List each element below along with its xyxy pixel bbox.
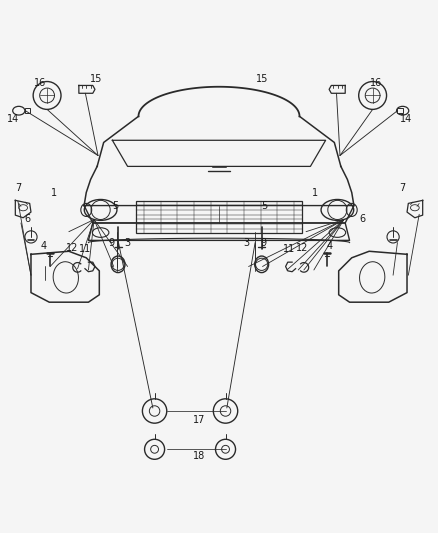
Text: 17: 17 (193, 415, 205, 425)
Text: 3: 3 (243, 238, 249, 247)
Text: 16: 16 (371, 78, 383, 88)
Text: 7: 7 (15, 183, 21, 193)
Text: 16: 16 (34, 78, 46, 88)
Text: 4: 4 (327, 240, 333, 251)
Text: 4: 4 (41, 240, 47, 251)
Bar (25, 108, 30, 114)
Text: 9: 9 (108, 238, 114, 247)
Text: 7: 7 (399, 183, 406, 193)
Text: 18: 18 (193, 451, 205, 461)
Text: 15: 15 (90, 75, 102, 84)
Text: 14: 14 (400, 114, 412, 124)
Text: 9: 9 (260, 238, 266, 247)
Text: 12: 12 (66, 243, 78, 253)
Text: 5: 5 (112, 200, 119, 211)
Bar (136, 201, 302, 232)
Text: 5: 5 (261, 200, 268, 211)
Text: 3: 3 (124, 238, 131, 247)
Text: 6: 6 (360, 214, 366, 224)
Text: 11: 11 (283, 244, 295, 254)
Text: 15: 15 (256, 75, 268, 84)
Text: 14: 14 (7, 114, 20, 124)
Text: 1: 1 (50, 188, 57, 198)
Text: 11: 11 (79, 244, 92, 254)
Text: 12: 12 (296, 243, 308, 253)
Text: 6: 6 (25, 214, 31, 224)
Bar (397, 108, 403, 114)
Text: 1: 1 (312, 188, 318, 198)
